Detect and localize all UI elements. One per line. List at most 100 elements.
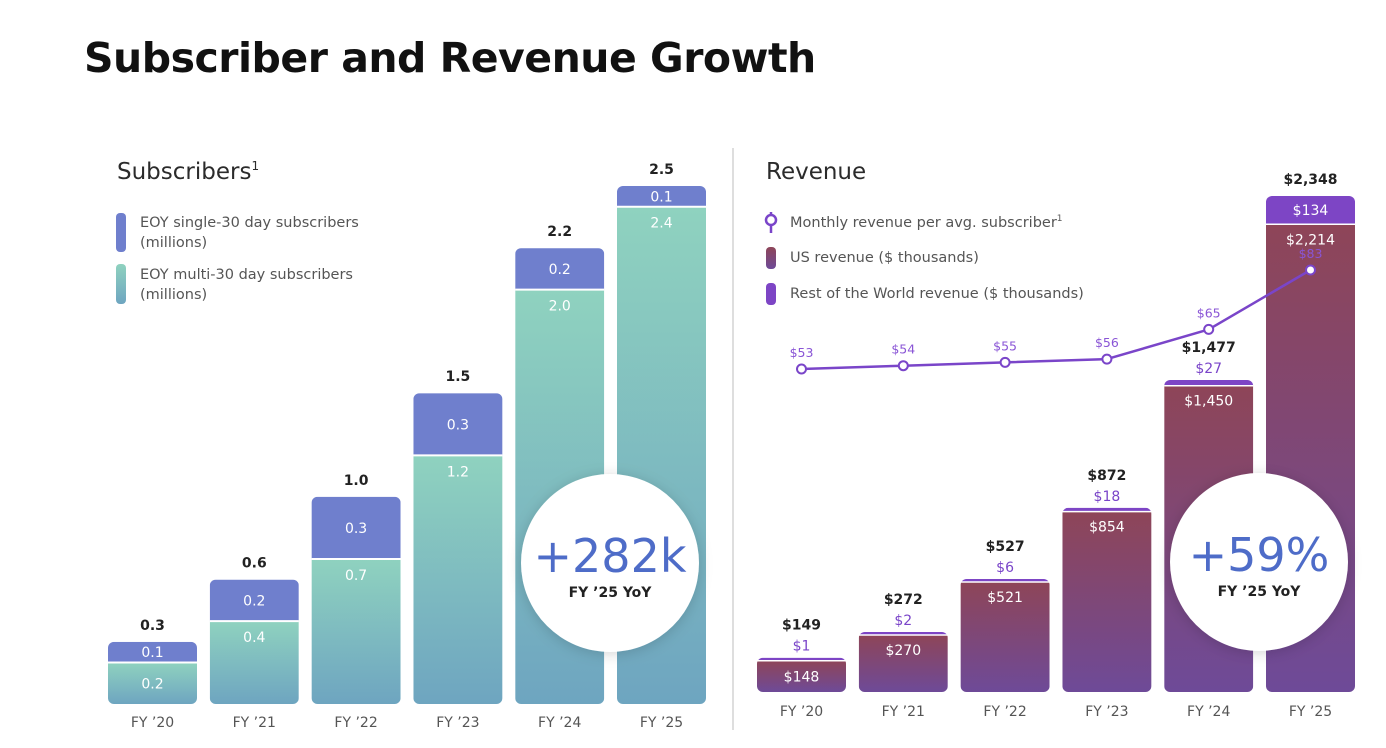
x-tick-label: FY ’20: [780, 704, 823, 720]
bar-segment-multi: [413, 455, 503, 704]
line-path: [801, 268, 1312, 371]
bar-total-label: 2.5: [649, 162, 674, 178]
bar-segment-multi: [108, 662, 197, 704]
revenue-bar: [757, 657, 846, 692]
bar-label-row: $27: [1195, 361, 1222, 377]
x-tick-label: FY ’25: [1289, 704, 1332, 720]
line-point-label: $83: [1299, 246, 1323, 261]
line-point-label: $53: [790, 345, 814, 360]
legend-label-row-revenue: Rest of the World revenue ($ thousands): [790, 286, 1084, 302]
bar-total-label: $2,348: [1283, 172, 1337, 188]
bar-segment-single: [617, 186, 706, 207]
revenue-legend: Monthly revenue per avg. subscriber1 US …: [764, 212, 1084, 305]
bar-segment-row: [757, 657, 846, 661]
revenue-panel: Revenue Monthly revenue per avg. subscri…: [757, 159, 1355, 720]
bar-segment-row: [1266, 196, 1355, 225]
bar-label-multi: 1.2: [447, 464, 469, 480]
x-tick-label: FY ’20: [131, 715, 174, 731]
bar-label-multi: 2.0: [549, 299, 571, 315]
bar-label-multi: 0.2: [141, 676, 163, 692]
bar-segment-row: [1062, 507, 1152, 512]
badge-caption: FY ’25 YoY: [1218, 584, 1302, 600]
bar-total-label: $272: [884, 592, 923, 608]
bar-label-us: $2,214: [1286, 232, 1335, 248]
revenue-badge: +59% FY ’25 YoY: [1170, 473, 1348, 651]
x-tick-label: FY ’21: [882, 704, 925, 720]
x-tick-label: FY ’24: [1187, 704, 1230, 720]
bar-segment-us: [960, 581, 1050, 692]
bar-label-us: $854: [1089, 520, 1125, 536]
badge-circle: [1170, 473, 1348, 651]
legend-label-us-revenue: US revenue ($ thousands): [790, 250, 979, 266]
bar-segment-single: [413, 393, 503, 456]
bar-total-label: $1,477: [1182, 340, 1236, 356]
line-point: [897, 360, 909, 372]
bar-total-label: $872: [1087, 468, 1126, 484]
bar-segment-multi: [311, 558, 401, 704]
legend-label-single-line2: (millions): [140, 235, 207, 251]
revenue-bar: [960, 578, 1050, 692]
bar-segment-us: [757, 660, 846, 692]
bar-label-us: $148: [784, 669, 820, 685]
subscribers-title: Subscribers1: [117, 159, 259, 185]
revenue-bar: [1062, 507, 1152, 692]
bar-segment-multi: [209, 621, 299, 704]
subscriber-bar: [209, 579, 299, 704]
legend-swatch-row: [766, 283, 776, 305]
bar-label-row: $18: [1094, 489, 1121, 505]
line-point-label: $54: [891, 342, 915, 357]
x-tick-label: FY ’24: [538, 715, 581, 731]
badge-value: +282k: [534, 529, 687, 583]
x-tick-label: FY ’25: [640, 715, 683, 731]
subscriber-bar: [108, 641, 197, 704]
bar-label-single: 0.3: [345, 521, 367, 537]
line-point: [1305, 264, 1316, 276]
line-point: [999, 356, 1011, 368]
bar-total-label: 1.0: [344, 473, 369, 489]
subscribers-legend: EOY single-30 day subscribers (millions)…: [116, 213, 359, 304]
bar-segment-single: [209, 579, 299, 622]
bar-label-us: $1,450: [1184, 394, 1233, 410]
bar-label-single: 0.2: [549, 262, 571, 278]
line-point-label: $65: [1197, 305, 1221, 320]
legend-label-multi-line2: (millions): [140, 287, 207, 303]
legend-label-multi-line1: EOY multi-30 day subscribers: [140, 267, 353, 283]
x-tick-label: FY ’23: [1085, 704, 1128, 720]
bar-label-row: $6: [996, 560, 1014, 576]
x-tick-label: FY ’22: [334, 715, 377, 731]
x-tick-label: FY ’21: [233, 715, 276, 731]
bar-label-multi: 0.7: [345, 568, 367, 584]
bar-segment-single: [311, 496, 401, 559]
bar-segment-row: [960, 578, 1050, 582]
badge-caption: FY ’25 YoY: [569, 585, 653, 601]
bar-label-single: 0.2: [243, 593, 265, 609]
line-point: [1101, 353, 1113, 365]
line-point: [796, 363, 807, 375]
revenue-bar: [858, 631, 948, 692]
badge-value: +59%: [1189, 528, 1330, 582]
bar-total-label: $527: [986, 539, 1025, 555]
bar-label-row: $2: [894, 613, 912, 629]
bar-total-label: 2.2: [547, 224, 572, 240]
legend-swatch-us: [766, 247, 776, 269]
legend-line-marker-icon: [764, 212, 778, 233]
bar-segment-single: [515, 248, 605, 290]
badge-circle: [521, 474, 699, 652]
bar-label-us: $521: [987, 590, 1023, 606]
bar-total-label: $149: [782, 618, 821, 634]
bar-total-label: 0.3: [140, 618, 165, 634]
legend-label-single-line1: EOY single-30 day subscribers: [140, 215, 359, 231]
x-tick-label: FY ’22: [983, 704, 1026, 720]
bar-segment-single: [108, 641, 197, 663]
line-point-label: $55: [993, 338, 1017, 353]
bar-segment-us: [858, 634, 948, 692]
bar-label-single: 0.3: [447, 417, 469, 433]
bar-label-row: $1: [793, 639, 811, 655]
bar-label-us: $270: [885, 643, 921, 659]
page-title: Subscriber and Revenue Growth: [84, 34, 816, 82]
bar-segment-row: [1164, 379, 1254, 386]
legend-swatch-single: [116, 213, 126, 252]
revenue-per-subscriber-line: $53 $54 $55 $56 $65 $83: [790, 246, 1323, 375]
subscriber-bar: [413, 393, 503, 704]
